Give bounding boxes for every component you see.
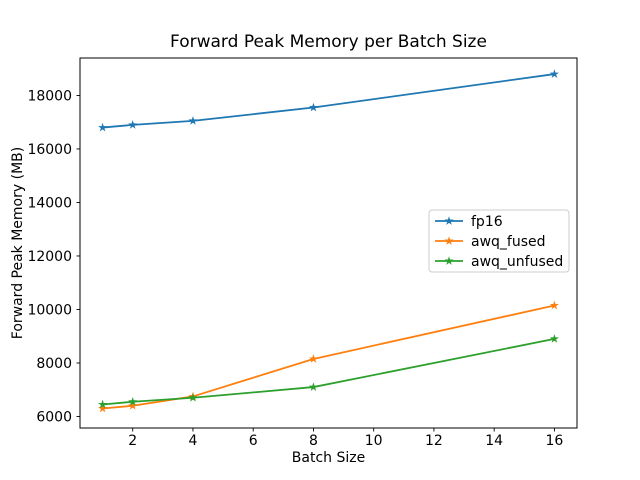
- marker-star-awq_fused: [308, 354, 318, 363]
- legend-item-awq_unfused: awq_unfused: [471, 254, 563, 270]
- y-tick-label: 6000: [36, 409, 72, 425]
- x-tick-label: 2: [128, 433, 137, 449]
- x-tick-label: 12: [425, 433, 443, 449]
- marker-star-fp16: [549, 69, 559, 78]
- marker-star-fp16: [98, 122, 108, 132]
- x-tick-label: 6: [249, 433, 258, 449]
- legend-marker-star-awq_unfused: [444, 256, 454, 265]
- legend-marker-star-awq_fused: [444, 236, 454, 245]
- marker-star-awq_unfused: [98, 399, 108, 409]
- x-tick-label: 8: [309, 433, 318, 449]
- y-axis-label: Forward Peak Memory (MB): [10, 147, 26, 339]
- marker-star-awq_unfused: [549, 334, 559, 343]
- x-tick-label: 14: [485, 433, 503, 449]
- legend-item-awq_fused: awq_fused: [471, 234, 546, 250]
- x-tick-label: 10: [365, 433, 383, 449]
- marker-star-fp16: [308, 102, 318, 112]
- marker-star-awq_unfused: [308, 382, 318, 391]
- marker-star-awq_fused: [549, 300, 559, 310]
- x-axis-label: Batch Size: [292, 450, 365, 466]
- y-tick-label: 8000: [36, 356, 72, 372]
- marker-star-awq_fused: [128, 400, 138, 410]
- y-tick-label: 10000: [27, 302, 72, 318]
- marker-star-awq_fused: [98, 403, 108, 413]
- marker-star-awq_unfused: [188, 392, 198, 402]
- legend-box: [428, 209, 570, 273]
- marker-star-fp16: [188, 116, 198, 125]
- marker-star-awq_unfused: [128, 396, 138, 406]
- y-tick-label: 12000: [27, 249, 72, 265]
- x-tick-label: 16: [545, 433, 563, 449]
- x-tick-label: 4: [188, 433, 197, 449]
- legend-marker-star-fp16: [444, 216, 454, 225]
- y-tick-label: 14000: [27, 195, 72, 211]
- marker-star-fp16: [128, 120, 138, 129]
- chart-title: Forward Peak Memory per Batch Size: [170, 32, 487, 52]
- legend-item-fp16: fp16: [471, 214, 503, 230]
- y-tick-label: 18000: [27, 88, 72, 104]
- y-tick-label: 16000: [27, 142, 72, 158]
